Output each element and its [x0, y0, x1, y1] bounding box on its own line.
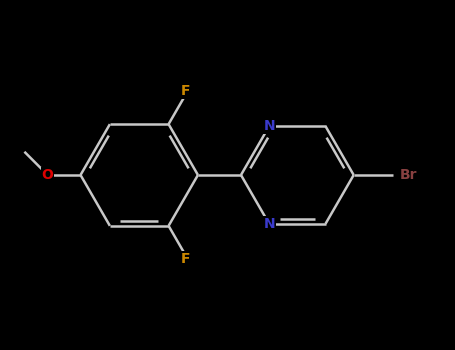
Text: O: O — [42, 168, 54, 182]
Text: F: F — [180, 84, 190, 98]
Text: Br: Br — [400, 168, 417, 182]
Text: N: N — [263, 119, 275, 133]
Text: N: N — [263, 217, 275, 231]
Text: F: F — [180, 252, 190, 266]
